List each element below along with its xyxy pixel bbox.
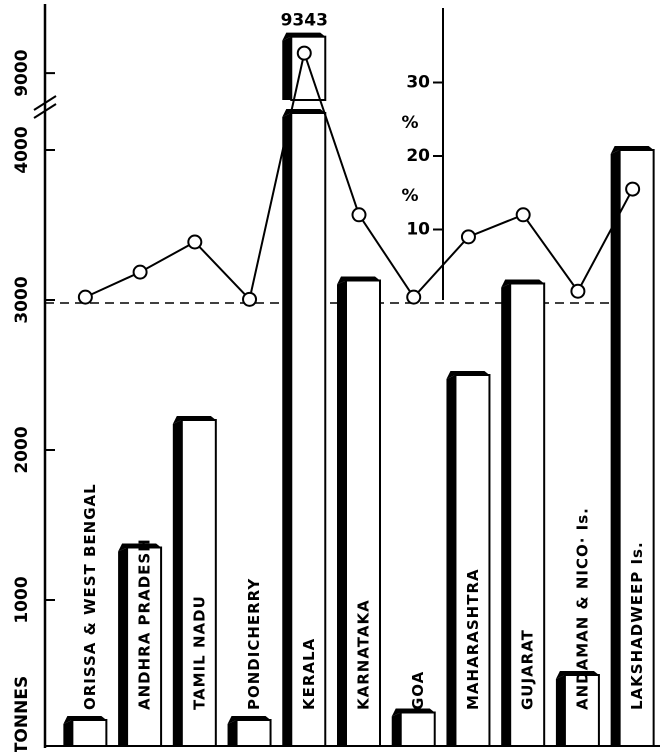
axis-break — [33, 95, 57, 111]
y2-axis-label: % — [401, 113, 418, 133]
line — [84, 49, 634, 302]
y-tick-label: 4000 — [12, 126, 32, 173]
point — [460, 229, 476, 245]
bar — [563, 674, 600, 747]
value-label: 9343 — [281, 11, 328, 31]
point — [351, 207, 367, 223]
axis-break — [33, 103, 57, 119]
point — [570, 283, 586, 299]
bar-side — [227, 720, 237, 746]
category-label: GUJARAT — [519, 629, 537, 710]
bar-side — [337, 280, 346, 746]
point — [296, 45, 312, 61]
y-tick-label: 3000 — [12, 276, 32, 323]
y-axis-label: TONNES — [12, 676, 32, 752]
bar — [399, 711, 436, 747]
category-label: MAHARASHTRA — [464, 568, 482, 710]
point — [242, 291, 258, 307]
bar-side — [172, 420, 182, 746]
category-label: TAMIL NADU — [190, 595, 208, 710]
bar-side — [391, 712, 401, 746]
category-label: KARNATAKA — [355, 599, 373, 710]
bar — [290, 112, 327, 747]
bar — [509, 282, 546, 747]
bar — [235, 719, 272, 747]
y2-tick-label: 20 — [406, 146, 430, 166]
category-label: ANDAMAN & NICO· Is. — [573, 507, 591, 710]
point — [406, 289, 422, 305]
y-tick-label: 2000 — [12, 426, 32, 473]
bar — [126, 546, 163, 747]
bar — [618, 149, 655, 747]
bar — [180, 419, 217, 747]
point — [625, 181, 641, 197]
y-tick-label: 9000 — [12, 49, 32, 96]
bar-side — [555, 675, 565, 746]
bar-side — [118, 547, 128, 746]
point — [515, 207, 531, 223]
y-tick-label: 1000 — [12, 576, 32, 623]
bar-side — [282, 113, 292, 746]
category-label: ORISSA & WEST BENGAL — [81, 483, 99, 710]
bar-side — [446, 375, 456, 746]
bar-side — [501, 283, 511, 746]
category-label: ANDHRA PRADESH — [136, 538, 154, 710]
y2-tick-label: 10 — [406, 220, 430, 240]
bar — [345, 279, 381, 747]
bar-side — [282, 36, 292, 100]
point — [77, 289, 93, 305]
bar — [454, 374, 491, 747]
y2-tick-label: 30 — [406, 73, 430, 93]
category-label: PONDICHERRY — [245, 578, 263, 710]
y2-axis-label: % — [401, 186, 418, 206]
bar — [71, 719, 108, 747]
point — [187, 234, 203, 250]
bar-side — [63, 720, 73, 746]
category-label: KERALA — [300, 638, 318, 710]
category-label: LAKSHADWEEP Is. — [628, 541, 646, 710]
point — [132, 264, 148, 280]
bar-side — [610, 150, 620, 746]
category-label: GOA — [409, 671, 427, 710]
